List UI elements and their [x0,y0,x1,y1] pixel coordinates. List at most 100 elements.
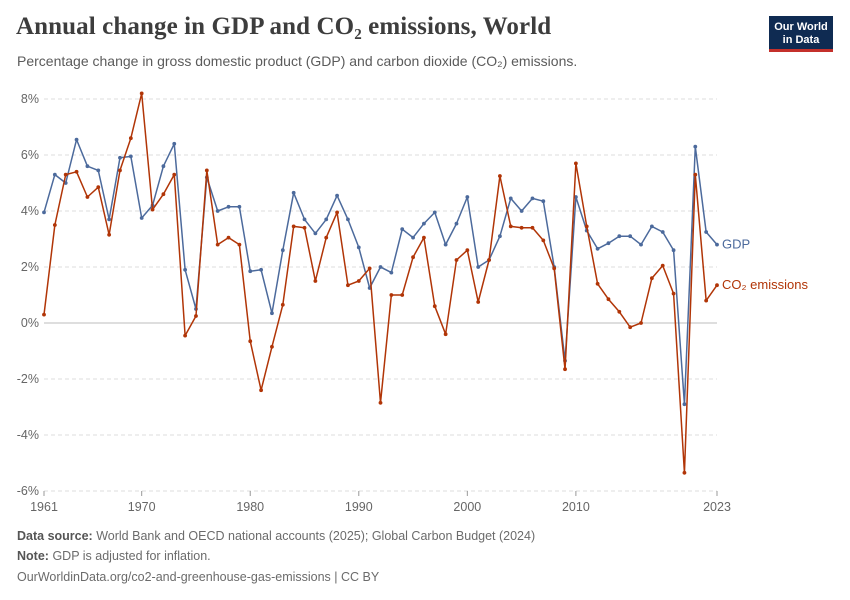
data-point-co2 [519,225,524,230]
data-point-co2 [194,314,198,318]
data-point-co2 [422,235,426,240]
data-point-co2 [128,136,133,141]
footer-source: Data source: World Bank and OECD nationa… [17,529,535,543]
logo-line-1: Our World [774,21,828,33]
data-point-gdp [443,242,448,247]
data-point-co2 [563,367,567,372]
data-point-gdp [74,137,79,142]
source-text: World Bank and OECD national accounts (2… [96,529,536,543]
data-point-gdp [172,141,177,146]
data-point-gdp [161,164,166,169]
x-tick-label: 1970 [128,500,156,514]
y-tick-label: 4% [21,204,39,218]
data-point-co2 [324,235,329,240]
data-point-co2 [552,266,557,271]
data-point-co2 [443,332,448,337]
data-point-co2 [183,333,188,338]
data-point-co2 [248,339,253,344]
data-point-co2 [628,325,633,330]
data-point-gdp [215,209,220,213]
data-point-co2 [498,174,502,178]
data-point-gdp [226,204,231,209]
y-tick-label: -4% [17,428,39,442]
data-point-gdp [541,199,546,204]
data-point-co2 [139,91,144,96]
note-label: Note: [17,549,49,563]
data-point-co2 [465,248,470,253]
data-point-co2 [530,225,535,230]
data-point-gdp [465,195,470,199]
data-point-co2 [259,388,263,393]
x-tick-label: 2000 [453,500,481,514]
data-point-co2 [52,223,57,227]
data-point-co2 [715,283,719,288]
data-point-gdp [400,227,405,232]
data-point-co2 [671,291,676,296]
data-point-gdp [302,217,307,222]
data-point-gdp [454,221,459,226]
data-point-gdp [606,241,611,246]
data-point-co2 [302,225,307,230]
data-point-gdp [52,172,57,177]
data-point-gdp [389,270,394,275]
data-point-co2 [85,195,90,199]
data-point-co2 [150,207,155,212]
data-point-gdp [682,402,687,407]
data-point-co2 [63,172,68,177]
data-point-gdp [335,193,339,198]
source-label: Data source: [17,529,93,543]
data-point-gdp [704,230,709,234]
data-point-gdp [498,234,502,239]
data-point-gdp [107,217,112,222]
data-point-gdp [617,234,622,239]
data-point-co2 [161,192,166,197]
data-point-co2 [291,224,296,229]
x-tick-label: 2023 [703,500,731,514]
data-point-gdp [118,155,122,160]
data-point-co2 [454,258,459,262]
data-point-co2 [107,232,112,237]
x-tick-label: 1980 [236,500,264,514]
x-tick-label: 2010 [562,500,590,514]
data-point-gdp [356,245,361,250]
data-point-co2 [606,297,611,302]
data-point-gdp [313,231,318,236]
footer-url[interactable]: OurWorldinData.org/co2-and-greenhouse-ga… [17,570,380,584]
y-tick-label: -6% [17,484,39,498]
data-point-co2 [584,224,589,229]
line-chart: 8% 6% 4% 2% 0% -2% -4% -6% 1961 1970 1980 1990 2000 2… [17,91,808,514]
data-point-gdp [237,204,242,209]
x-tick-label: 1990 [345,500,373,514]
data-point-co2 [400,293,405,297]
data-point-co2 [215,242,220,247]
data-point-co2 [313,279,318,283]
series-line-gdp [43,138,718,405]
data-point-co2 [541,238,546,243]
data-point-co2 [432,304,437,309]
data-point-gdp [378,265,383,269]
data-point-co2 [595,281,600,286]
data-point-gdp [259,267,263,272]
data-point-co2 [204,168,209,173]
data-point-co2 [96,185,101,190]
data-point-gdp [595,246,600,251]
y-tick-label: 8% [21,92,39,106]
data-point-co2 [280,302,285,307]
data-point-gdp [291,190,296,195]
data-point-co2 [237,242,242,247]
data-point-co2 [367,266,372,271]
data-point-co2 [226,235,231,240]
data-point-gdp [248,269,253,274]
data-point-gdp [183,267,188,272]
data-point-gdp [573,195,578,199]
data-point-gdp [530,196,535,201]
data-point-co2 [411,255,415,260]
data-point-gdp [715,242,719,247]
data-point-co2 [617,309,622,314]
data-point-gdp [508,196,513,201]
owid-logo[interactable]: Our World in Data [769,16,833,52]
data-point-co2 [682,470,687,475]
series-line-co2 [43,92,718,474]
y-tick-label: 6% [21,148,39,162]
data-point-gdp [128,154,133,159]
